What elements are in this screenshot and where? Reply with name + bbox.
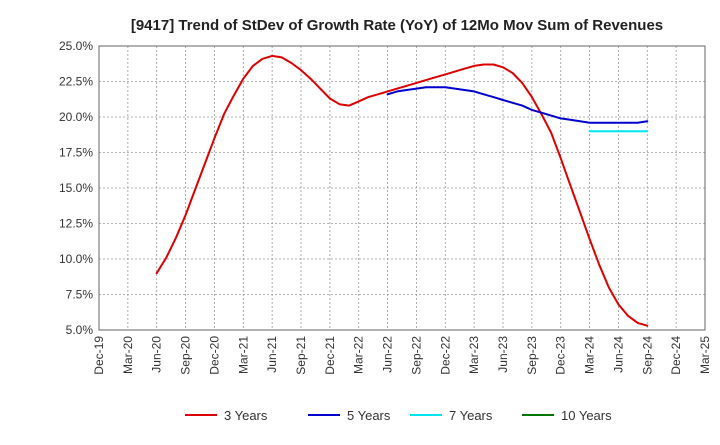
x-tick-label: Sep-22: [409, 336, 423, 375]
x-tick-label: Sep-21: [294, 336, 308, 375]
y-axis-ticks: 25.0% 22.5% 20.0% 17.5% 15.0% 12.5% 10.0% 7.5% 5…: [59, 39, 93, 337]
series-line-3-years: [155, 54, 649, 327]
grid-lines: [99, 46, 705, 330]
series-line-5-years: [386, 86, 649, 124]
y-tick-label: 5.0%: [66, 323, 94, 337]
x-tick-label: Dec-23: [554, 336, 568, 375]
x-tick-label: Dec-20: [207, 336, 221, 375]
legend-label: 3 Years: [224, 408, 268, 423]
x-tick-label: Sep-24: [640, 336, 654, 375]
x-tick-label: Jun-20: [150, 336, 164, 373]
legend: 3 Years 5 Years 7 Years 10 Years: [185, 408, 612, 423]
x-tick-label: Mar-20: [121, 336, 135, 374]
x-tick-label: Mar-22: [352, 336, 366, 374]
x-tick-label: Mar-25: [698, 336, 712, 374]
legend-label: 5 Years: [347, 408, 391, 423]
x-tick-label: Jun-21: [265, 336, 279, 373]
x-tick-label: Mar-21: [236, 336, 250, 374]
x-tick-label: Jun-23: [496, 336, 510, 373]
series-lines: [155, 54, 649, 327]
x-tick-label: Sep-23: [525, 336, 539, 375]
chart-title: [9417] Trend of StDev of Growth Rate (Yo…: [131, 17, 663, 34]
plot-area: [99, 46, 705, 330]
y-tick-label: 17.5%: [59, 146, 93, 160]
legend-label: 10 Years: [561, 408, 612, 423]
y-tick-label: 15.0%: [59, 181, 93, 195]
x-tick-label: Dec-22: [438, 336, 452, 375]
legend-label: 7 Years: [449, 408, 493, 423]
x-tick-label: Jun-24: [611, 336, 625, 373]
x-tick-label: Sep-20: [179, 336, 193, 375]
x-tick-label: Mar-23: [467, 336, 481, 374]
x-axis-ticks: Dec-19 Mar-20 Jun-20 Sep-20 Dec-20 Mar-21 Jun-…: [92, 336, 712, 375]
y-tick-label: 25.0%: [59, 39, 93, 53]
x-tick-label: Dec-19: [92, 336, 106, 375]
y-tick-label: 22.5%: [59, 75, 93, 89]
x-tick-label: Mar-24: [583, 336, 597, 374]
y-tick-label: 10.0%: [59, 252, 93, 266]
x-tick-label: Dec-21: [323, 336, 337, 375]
y-tick-label: 20.0%: [59, 110, 93, 124]
y-tick-label: 7.5%: [66, 288, 94, 302]
x-tick-label: Jun-22: [381, 336, 395, 373]
plot-frame: [98, 45, 706, 331]
y-tick-label: 12.5%: [59, 217, 93, 231]
x-tick-label: Dec-24: [669, 336, 683, 375]
